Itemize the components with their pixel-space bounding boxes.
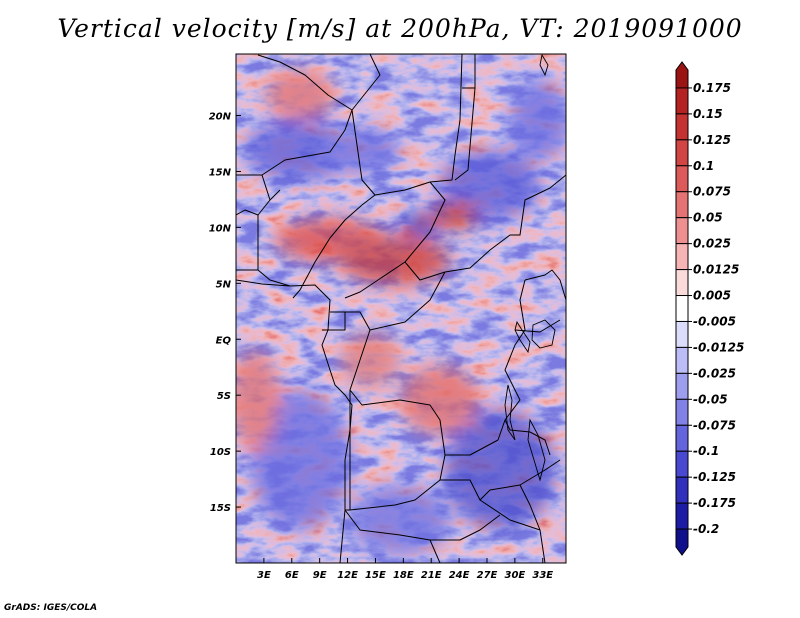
country-borders: [236, 54, 566, 563]
y-axis: 15S 10S 5S EQ 5N 10N 15N 20N: [209, 112, 241, 514]
grads-credit: GrADS: IGES/COLA: [4, 603, 98, 613]
colorbar-segment: [675, 217, 689, 245]
coastline: [236, 279, 353, 563]
lakes: [504, 54, 556, 482]
x-tick-label: 27E: [477, 570, 498, 581]
colorbar-label: -0.0125: [693, 340, 744, 354]
colorbar-segment: [675, 113, 689, 141]
colorbar-label: -0.125: [693, 470, 736, 484]
large-scale-anomalies: [236, 70, 566, 555]
colorbar-label: -0.005: [693, 314, 736, 328]
colorbar-segment: [675, 295, 689, 322]
plot-frame: [235, 53, 567, 564]
y-tick-label: 10N: [209, 223, 232, 234]
colorbar-label: -0.1: [693, 444, 719, 458]
colorbar-segment: [675, 424, 689, 452]
y-tick-label: 15N: [209, 167, 232, 178]
colorbar-segment: [675, 87, 689, 115]
colorbar-label: 0.15: [693, 107, 723, 121]
x-tick-label: 9E: [313, 570, 327, 581]
colorbar-segment: [675, 346, 689, 374]
y-tick-label: 5S: [217, 391, 231, 402]
colorbar-label: 0.0125: [693, 263, 739, 277]
colorbar-segment: [675, 243, 689, 271]
colorbar-segment: [675, 139, 689, 167]
colorbar-segment: [675, 372, 689, 400]
colorbar: 0.175 0.15 0.125 0.1 0.075 0.05 0.025 0.0125 0.0…: [675, 61, 744, 556]
colorbar-label: -0.2: [693, 522, 719, 536]
x-tick-label: 33E: [532, 570, 553, 581]
colorbar-segment: [675, 502, 689, 530]
colorbar-segment: [675, 450, 689, 478]
colorbar-segment: [675, 191, 689, 219]
colorbar-segment: [675, 398, 689, 426]
y-tick-label: 15S: [210, 503, 231, 514]
colorbar-label: 0.125: [693, 133, 731, 147]
colorbar-segment: [675, 61, 689, 89]
colorbar-segment: [675, 269, 689, 297]
colorbar-segment: [675, 476, 689, 504]
colorbar-label: -0.05: [693, 392, 728, 406]
colorbar-label: 0.005: [693, 289, 731, 303]
x-axis: 3E 6E 9E 12E 15E 18E 21E 24E 27E 30E 33E: [257, 558, 553, 581]
colorbar-label: -0.175: [693, 496, 736, 510]
x-tick-label: 18E: [393, 570, 414, 581]
colorbar-label: 0.175: [693, 81, 731, 95]
colorbar-segment: [675, 165, 689, 193]
x-tick-label: 6E: [285, 570, 299, 581]
colorbar-label: 0.075: [693, 185, 731, 199]
y-tick-label: 5N: [216, 279, 232, 290]
colorbar-label: 0.025: [693, 237, 731, 251]
y-tick-label: 20N: [209, 112, 232, 123]
plot-title: Vertical velocity [m/s] at 200hPa, VT: 2…: [57, 14, 743, 43]
colorbar-label: 0.05: [693, 211, 723, 225]
colorbar-label: -0.025: [693, 366, 736, 380]
x-tick-label: 12E: [337, 570, 358, 581]
x-tick-label: 21E: [421, 570, 442, 581]
x-tick-label: 30E: [504, 570, 525, 581]
x-tick-label: 15E: [365, 570, 386, 581]
x-tick-label: 24E: [449, 570, 470, 581]
colorbar-segment: [675, 320, 689, 348]
colorbar-label: 0.1: [693, 159, 714, 173]
vertical-velocity-field: [236, 54, 566, 563]
colorbar-label: -0.075: [693, 418, 736, 432]
x-tick-label: 3E: [257, 570, 271, 581]
y-tick-label: EQ: [216, 335, 232, 346]
y-tick-label: 10S: [210, 447, 231, 458]
colorbar-segment: [675, 528, 689, 556]
